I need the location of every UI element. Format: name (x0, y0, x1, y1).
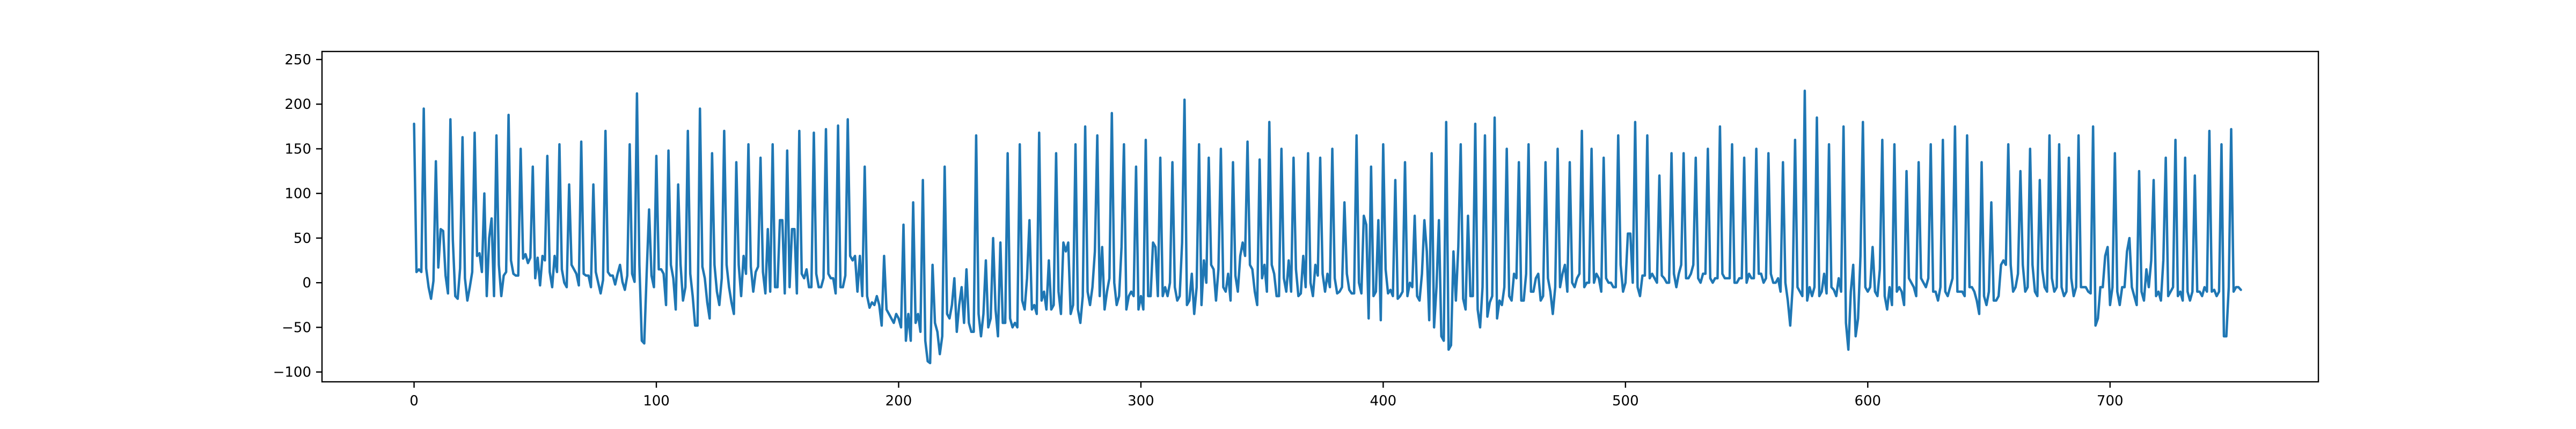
x-tick-label: 300 (1128, 393, 1154, 409)
y-tick-label: 100 (284, 186, 311, 202)
x-tick-label: 400 (1370, 393, 1397, 409)
axes: 0 100 200 300 400 500 600 700 −100 −50 0 50 100 150 20… (273, 50, 2319, 409)
axes-frame (321, 50, 2319, 383)
x-tick-label: 0 (409, 393, 419, 409)
y-tick-label: 0 (302, 275, 311, 291)
x-tick-label: 200 (885, 393, 912, 409)
plot-area (413, 90, 2242, 365)
y-tick-label: 50 (294, 231, 311, 247)
y-tick-label: −100 (273, 365, 311, 381)
y-tick-label: 150 (284, 141, 311, 157)
y-tick-label: 200 (284, 97, 311, 113)
y-tick-label: −50 (282, 320, 311, 336)
x-tick-label: 500 (1612, 393, 1639, 409)
x-tick-label: 100 (643, 393, 670, 409)
x-tick-label: 700 (2097, 393, 2124, 409)
y-tick-label: 250 (284, 52, 311, 68)
series-line-0 (413, 90, 2242, 365)
x-tick-label: 600 (1854, 393, 1881, 409)
